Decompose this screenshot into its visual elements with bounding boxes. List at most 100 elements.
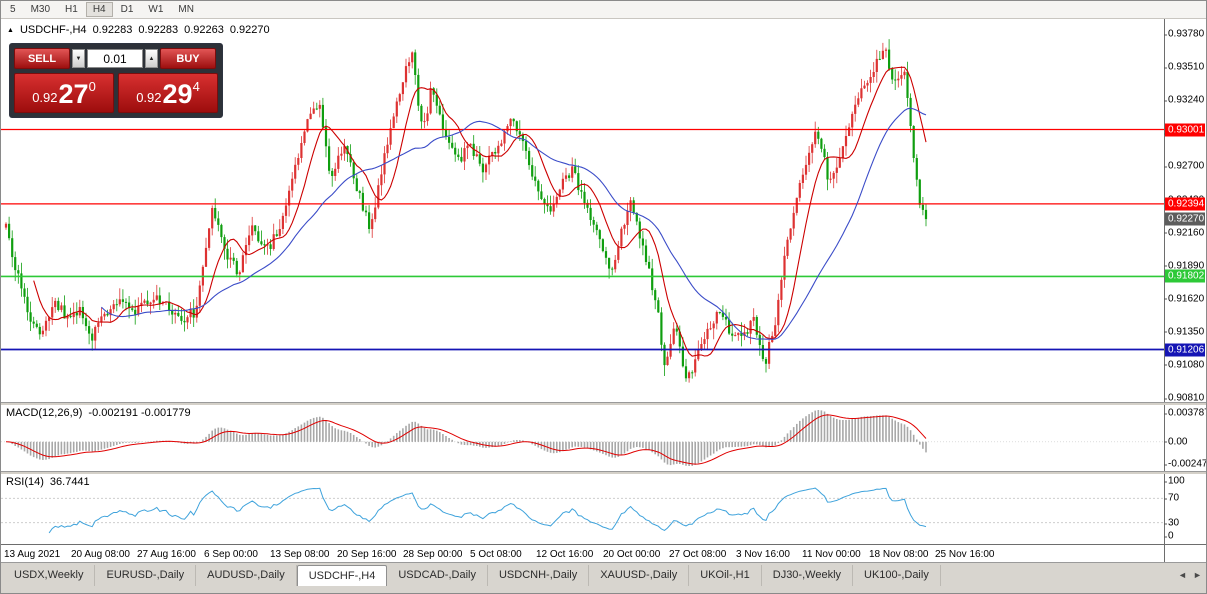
panel-splitter[interactable] <box>1 472 1206 474</box>
chart-area: ▲ USDCHF-,H4 0.92283 0.92283 0.92263 0.9… <box>1 19 1206 564</box>
time-axis-label: 20 Aug 08:00 <box>71 549 130 560</box>
hline-price-label[interactable]: 0.93001 <box>1165 123 1205 136</box>
timeframe-button-w1[interactable]: W1 <box>148 4 164 15</box>
rsi-value: 36.7441 <box>49 476 90 488</box>
volume-increase-button[interactable]: ▲ <box>145 49 158 68</box>
timeframe-button-5[interactable]: 5 <box>10 4 16 15</box>
time-axis-label: 12 Oct 16:00 <box>536 549 594 560</box>
timeframe-button-d1[interactable]: D1 <box>120 4 134 15</box>
macd-axis[interactable]: 0.003787 0.00 -0.002477 <box>1163 405 1206 471</box>
chart-collapse-icon[interactable]: ▲ <box>7 26 14 34</box>
price-axis-label: 0.93780 <box>1163 28 1205 40</box>
time-axis-label: 25 Nov 16:00 <box>935 549 995 560</box>
chart-tab-usdcnh-daily[interactable]: USDCNH-,Daily <box>488 565 590 586</box>
sell-price-big: 27 <box>58 79 89 110</box>
sell-price-pipette: 0 <box>88 79 96 94</box>
time-axis-label: 5 Oct 08:00 <box>470 549 522 560</box>
time-axis-label: 20 Sep 16:00 <box>337 549 397 560</box>
time-axis-label: 27 Oct 08:00 <box>669 549 727 560</box>
tabs-scroll-right-icon[interactable]: ► <box>1193 570 1202 580</box>
chart-tab-dj30-weekly[interactable]: DJ30-,Weekly <box>762 565 854 586</box>
price-axis-label: 0.93240 <box>1163 94 1205 106</box>
price-axis-label: 0.91350 <box>1163 326 1205 338</box>
axis-corner <box>1164 545 1206 564</box>
time-axis-label: 11 Nov 00:00 <box>802 549 861 560</box>
price-axis-label: 0.91620 <box>1163 293 1205 305</box>
macd-axis-zero: 0.00 <box>1163 436 1188 448</box>
time-axis-label: 3 Nov 16:00 <box>736 549 790 560</box>
chart-symbol-label: USDCHF-,H4 <box>19 24 87 36</box>
time-axis-label: 13 Aug 2021 <box>4 549 61 560</box>
chart-tab-audusd-daily[interactable]: AUDUSD-,Daily <box>196 565 297 586</box>
main-chart-canvas[interactable] <box>1 19 1166 402</box>
chart-tab-xauusd-daily[interactable]: XAUUSD-,Daily <box>589 565 690 586</box>
macd-canvas[interactable] <box>1 405 1166 471</box>
sell-price-prefix: 0.92 <box>32 90 58 105</box>
rsi-axis-label: 70 <box>1163 492 1180 504</box>
macd-title: MACD(12,26,9) -0.002191 -0.001779 <box>6 407 191 419</box>
ohlc-close: 0.92270 <box>229 24 270 36</box>
timeframe-button-m30[interactable]: M30 <box>30 4 51 15</box>
price-axis-label: 0.92160 <box>1163 227 1205 238</box>
macd-axis-min: -0.002477 <box>1163 459 1206 470</box>
buy-price-pipette: 4 <box>192 79 200 94</box>
current-price-label: 0.92270 <box>1165 212 1205 226</box>
price-axis-label: 0.92700 <box>1163 160 1205 172</box>
volume-decrease-button[interactable]: ▼ <box>72 49 85 68</box>
macd-name: MACD(12,26,9) <box>6 407 83 419</box>
price-axis-label: 0.90810 <box>1163 392 1205 403</box>
macd-values: -0.002191 -0.001779 <box>88 407 191 419</box>
timeframe-toolbar: 5 M30 H1 H4 D1 W1 MN <box>1 1 1206 19</box>
time-axis-label: 13 Sep 08:00 <box>270 549 330 560</box>
chart-tab-bar: USDX,Weekly EURUSD-,Daily AUDUSD-,Daily USD… <box>1 562 1206 593</box>
one-click-trading-panel: SELL ▼ ▲ BUY 0.92 27 0 0.92 29 4 <box>9 43 223 118</box>
main-chart-panel: ▲ USDCHF-,H4 0.92283 0.92283 0.92263 0.9… <box>1 19 1206 403</box>
price-axis-label: 0.91080 <box>1163 359 1205 371</box>
buy-price-big: 29 <box>162 79 193 110</box>
time-axis-label: 18 Nov 08:00 <box>869 549 929 560</box>
hline-price-label[interactable]: 0.92394 <box>1165 197 1205 211</box>
rsi-axis-label: 30 <box>1163 517 1180 529</box>
hline-price-label[interactable]: 0.91802 <box>1165 269 1205 283</box>
chart-tab-uk100-daily[interactable]: UK100-,Daily <box>853 565 941 586</box>
buy-price-prefix: 0.92 <box>136 90 162 105</box>
timeframe-button-h4[interactable]: H4 <box>85 2 113 17</box>
price-axis-label: 0.91890 <box>1163 260 1205 272</box>
time-axis-label: 6 Sep 00:00 <box>204 549 258 560</box>
timeframe-button-mn[interactable]: MN <box>178 4 194 15</box>
tab-scroll-arrows: ◄ ► <box>1177 570 1203 580</box>
tabs-scroll-left-icon[interactable]: ◄ <box>1178 570 1187 580</box>
buy-button[interactable]: BUY <box>160 48 216 69</box>
time-axis-label: 28 Sep 00:00 <box>403 549 463 560</box>
rsi-axis-label: 0 <box>1164 530 1174 542</box>
sell-price-display[interactable]: 0.92 27 0 <box>14 73 114 113</box>
chart-header: ▲ USDCHF-,H4 0.92283 0.92283 0.92263 0.9… <box>7 24 270 36</box>
sell-button[interactable]: SELL <box>14 48 70 69</box>
price-axis-label: 0.93510 <box>1163 61 1205 73</box>
macd-panel: MACD(12,26,9) -0.002191 -0.001779 0.0037… <box>1 405 1206 472</box>
time-axis-label: 20 Oct 00:00 <box>603 549 661 560</box>
time-axis[interactable]: 13 Aug 2021 20 Aug 08:00 27 Aug 16:00 6 Sep… <box>1 544 1206 564</box>
chart-tab-usdcad-daily[interactable]: USDCAD-,Daily <box>387 565 488 586</box>
ohlc-low: 0.92263 <box>184 24 224 36</box>
macd-axis-max: 0.003787 <box>1164 408 1206 419</box>
hline-price-label[interactable]: 0.91206 <box>1165 343 1205 356</box>
ohlc-high: 0.92283 <box>138 24 179 36</box>
rsi-panel: RSI(14) 36.7441 100 70 30 0 <box>1 474 1206 544</box>
rsi-axis[interactable]: 100 70 30 0 <box>1163 474 1206 544</box>
chart-tab-eurusd-daily[interactable]: EURUSD-,Daily <box>95 565 197 586</box>
chart-tab-ukoil-h1[interactable]: UKOil-,H1 <box>689 565 762 586</box>
buy-price-display[interactable]: 0.92 29 4 <box>118 73 218 113</box>
volume-input[interactable] <box>87 49 143 68</box>
ohlc-open: 0.92283 <box>92 24 133 36</box>
price-axis[interactable]: 0.937800.935100.932400.929700.927000.924… <box>1163 19 1206 403</box>
rsi-name: RSI(14) <box>6 476 44 488</box>
timeframe-button-h1[interactable]: H1 <box>65 4 78 15</box>
chart-tab-usdchf-h4[interactable]: USDCHF-,H4 <box>296 565 388 586</box>
chart-tab-usdx-weekly[interactable]: USDX,Weekly <box>3 565 96 586</box>
rsi-canvas[interactable] <box>1 474 1166 543</box>
rsi-title: RSI(14) 36.7441 <box>6 476 90 488</box>
panel-splitter[interactable] <box>1 403 1206 405</box>
time-axis-label: 27 Aug 16:00 <box>137 549 196 560</box>
